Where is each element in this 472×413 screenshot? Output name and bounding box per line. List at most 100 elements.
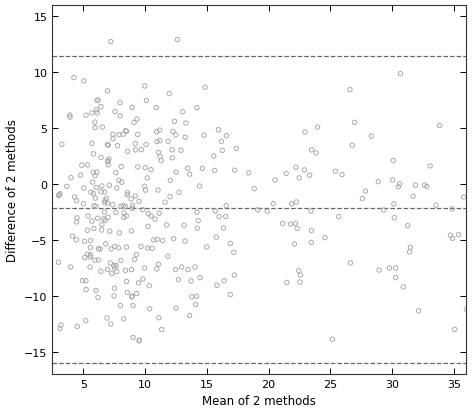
Point xyxy=(98,227,105,234)
Point xyxy=(301,130,309,136)
Point xyxy=(142,188,149,194)
Point xyxy=(389,177,396,184)
Point xyxy=(107,39,115,46)
Point xyxy=(254,207,261,214)
Point xyxy=(141,183,148,190)
Point xyxy=(123,278,130,285)
Point xyxy=(159,238,167,244)
Point xyxy=(68,233,76,240)
Point xyxy=(172,132,179,139)
Point xyxy=(103,142,111,149)
Point xyxy=(133,291,140,297)
Point xyxy=(308,240,315,246)
Point xyxy=(86,244,94,251)
Point xyxy=(135,337,143,344)
Point xyxy=(93,185,100,191)
Point xyxy=(139,276,147,282)
Point xyxy=(153,139,161,145)
Point xyxy=(155,315,163,321)
Point xyxy=(362,188,369,195)
Point xyxy=(73,219,80,225)
Point xyxy=(63,184,70,190)
Point xyxy=(92,287,100,294)
Point xyxy=(157,158,165,164)
Point xyxy=(153,237,161,243)
Point xyxy=(227,292,234,298)
Point xyxy=(219,148,226,154)
Point xyxy=(144,245,152,252)
Point xyxy=(93,110,101,116)
Point xyxy=(251,186,258,192)
Point xyxy=(89,179,96,186)
Point xyxy=(447,233,454,239)
Point xyxy=(73,198,80,204)
Point xyxy=(79,278,86,284)
Point xyxy=(112,170,119,176)
Point xyxy=(150,237,158,244)
Point xyxy=(119,203,127,209)
Point xyxy=(404,223,412,229)
Point xyxy=(134,132,142,138)
Point xyxy=(223,133,230,140)
Point xyxy=(114,143,121,150)
Point xyxy=(201,85,209,91)
Point xyxy=(84,228,91,234)
Point xyxy=(118,180,126,186)
Point xyxy=(380,207,388,214)
Point xyxy=(421,182,428,189)
Point xyxy=(111,265,118,272)
Point xyxy=(88,218,96,225)
Point xyxy=(122,267,129,274)
Point xyxy=(291,241,298,248)
Point xyxy=(127,228,135,235)
Point xyxy=(111,109,119,116)
Point xyxy=(374,179,382,185)
Point xyxy=(406,249,413,256)
Point xyxy=(131,256,138,263)
Point xyxy=(449,235,456,242)
Point xyxy=(141,165,149,171)
Point xyxy=(133,252,140,258)
Point xyxy=(295,268,303,274)
Point xyxy=(93,107,100,114)
Point xyxy=(101,209,108,216)
Point xyxy=(127,196,135,203)
Point xyxy=(133,116,141,123)
Point xyxy=(71,194,78,201)
Point xyxy=(58,142,66,148)
Point xyxy=(86,254,94,261)
Point xyxy=(211,208,219,215)
Point xyxy=(196,183,203,190)
Point xyxy=(93,170,101,176)
Point xyxy=(215,127,222,134)
Point xyxy=(117,258,125,264)
Point xyxy=(335,214,342,221)
Point xyxy=(82,113,90,119)
X-axis label: Mean of 2 methods: Mean of 2 methods xyxy=(202,394,316,408)
Point xyxy=(56,191,64,198)
Point xyxy=(80,201,87,207)
Point xyxy=(154,188,162,194)
Point xyxy=(347,260,354,267)
Point xyxy=(368,133,375,140)
Point xyxy=(129,335,137,341)
Point xyxy=(144,211,152,217)
Point xyxy=(67,264,74,271)
Point xyxy=(129,206,136,212)
Point xyxy=(338,172,346,178)
Point xyxy=(120,214,127,221)
Point xyxy=(412,183,419,189)
Point xyxy=(395,184,402,190)
Point xyxy=(73,215,81,222)
Point xyxy=(80,185,87,192)
Point xyxy=(128,293,136,300)
Point xyxy=(292,221,299,227)
Point xyxy=(307,208,315,215)
Point xyxy=(164,139,172,145)
Point xyxy=(193,209,201,216)
Point xyxy=(292,164,300,171)
Point xyxy=(110,293,118,299)
Point xyxy=(188,294,195,300)
Point xyxy=(104,142,112,149)
Point xyxy=(92,173,99,180)
